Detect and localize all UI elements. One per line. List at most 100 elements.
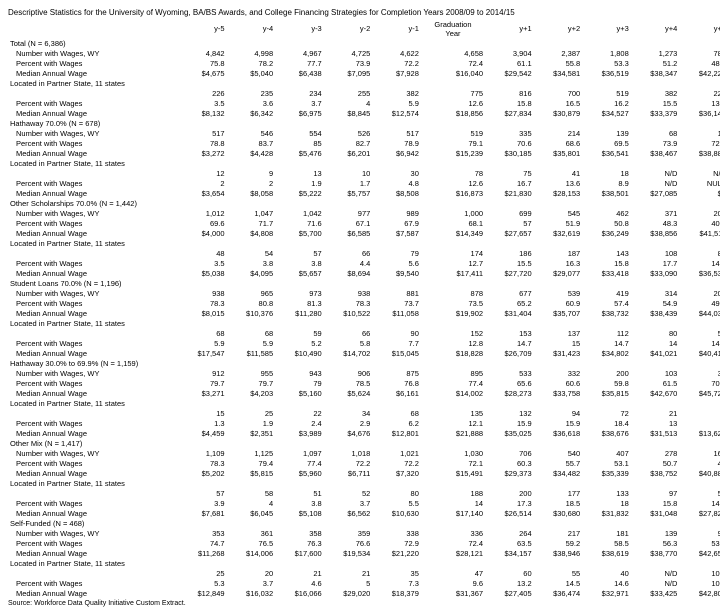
cell: 1,018 bbox=[324, 448, 373, 458]
cell: $16,040 bbox=[421, 68, 485, 78]
cell: $41,511 bbox=[679, 228, 720, 238]
cell: $5,960 bbox=[275, 468, 324, 478]
cell: 52 bbox=[324, 488, 373, 498]
cell: 73.7 bbox=[372, 298, 421, 308]
cell: 15.8 bbox=[485, 98, 534, 108]
cell: 133 bbox=[582, 488, 631, 498]
cell: 30 bbox=[372, 168, 421, 178]
cell: $27,085 bbox=[631, 188, 680, 198]
cell: 4,622 bbox=[372, 48, 421, 58]
cell: 72.1 bbox=[421, 458, 485, 468]
cell: $14,002 bbox=[421, 388, 485, 398]
cell: 80 bbox=[372, 488, 421, 498]
cell: 68 bbox=[372, 408, 421, 418]
cell: 3.6 bbox=[227, 98, 276, 108]
cell: Percent with Wages bbox=[8, 58, 178, 68]
cell: $30,879 bbox=[534, 108, 583, 118]
cell: 419 bbox=[582, 288, 631, 298]
cell: 264 bbox=[485, 528, 534, 538]
cell: Median Annual Wage bbox=[8, 348, 178, 358]
cell: $3,989 bbox=[275, 428, 324, 438]
cell: 3.8 bbox=[275, 498, 324, 508]
cell: $29,373 bbox=[485, 468, 534, 478]
cell: 78 bbox=[421, 168, 485, 178]
cell: 137 bbox=[534, 328, 583, 338]
cell: 5.9 bbox=[372, 98, 421, 108]
col-header: y-1 bbox=[372, 19, 421, 38]
cell: $6,942 bbox=[372, 148, 421, 158]
col-header: GraduationYear bbox=[421, 19, 485, 38]
cell: 79.7 bbox=[178, 378, 227, 388]
cell: $14,349 bbox=[421, 228, 485, 238]
cell: 6.2 bbox=[372, 418, 421, 428]
group-header: Located in Partner State, 11 states bbox=[8, 478, 720, 488]
cell: 139 bbox=[631, 528, 680, 538]
col-header: y+3 bbox=[582, 19, 631, 38]
cell: 989 bbox=[372, 208, 421, 218]
cell: $0 bbox=[679, 188, 720, 198]
cell: 775 bbox=[421, 88, 485, 98]
cell: 97 bbox=[631, 488, 680, 498]
cell: 3,904 bbox=[485, 48, 534, 58]
cell: $26,514 bbox=[485, 508, 534, 518]
stats-table: y-5y-4y-3y-2y-1GraduationYeary+1y+2y+3y+… bbox=[8, 19, 720, 598]
cell: $18,379 bbox=[372, 588, 421, 598]
cell: $42,228 bbox=[679, 68, 720, 78]
cell: 78.2 bbox=[227, 58, 276, 68]
cell: $5,700 bbox=[275, 228, 324, 238]
cell: 217 bbox=[534, 528, 583, 538]
cell: Number with Wages, WY bbox=[8, 288, 178, 298]
cell: 68.6 bbox=[534, 138, 583, 148]
cell: 48 bbox=[679, 458, 720, 468]
cell: $3,654 bbox=[178, 188, 227, 198]
cell: 12.1 bbox=[421, 418, 485, 428]
cell: 4,842 bbox=[178, 48, 227, 58]
cell: $42,670 bbox=[631, 388, 680, 398]
cell: $14,006 bbox=[227, 548, 276, 558]
cell: $21,220 bbox=[372, 548, 421, 558]
cell: 4,998 bbox=[227, 48, 276, 58]
cell: 66 bbox=[324, 328, 373, 338]
cell: 112 bbox=[582, 328, 631, 338]
cell: $31,832 bbox=[582, 508, 631, 518]
cell: Percent with Wages bbox=[8, 458, 178, 468]
cell: Median Annual Wage bbox=[8, 308, 178, 318]
cell: 51 bbox=[275, 488, 324, 498]
cell: 68.1 bbox=[421, 218, 485, 228]
cell: $38,884 bbox=[679, 148, 720, 158]
group-header: Located in Partner State, 11 states bbox=[8, 398, 720, 408]
cell: 12.6 bbox=[421, 178, 485, 188]
cell: 70.6 bbox=[485, 138, 534, 148]
cell: 16.2 bbox=[582, 98, 631, 108]
cell: 10 bbox=[324, 168, 373, 178]
cell: Median Annual Wage bbox=[8, 228, 178, 238]
cell: $34,482 bbox=[534, 468, 583, 478]
cell: 15 bbox=[178, 408, 227, 418]
group-header: Located in Partner State, 11 states bbox=[8, 78, 720, 88]
cell: 20 bbox=[227, 568, 276, 578]
cell: $36,474 bbox=[534, 588, 583, 598]
cell: 108 bbox=[631, 248, 680, 258]
cell: 14.7 bbox=[582, 338, 631, 348]
col-header: y+4 bbox=[631, 19, 680, 38]
cell: $38,946 bbox=[534, 548, 583, 558]
cell: $16,873 bbox=[421, 188, 485, 198]
cell: 677 bbox=[485, 288, 534, 298]
page-title: Descriptive Statistics for the Universit… bbox=[8, 8, 720, 17]
cell: $10,376 bbox=[227, 308, 276, 318]
cell: 335 bbox=[485, 128, 534, 138]
cell: 72.2 bbox=[372, 458, 421, 468]
cell: 1.9 bbox=[275, 178, 324, 188]
cell: 13 bbox=[631, 418, 680, 428]
cell: $17,411 bbox=[421, 268, 485, 278]
cell: Percent with Wages bbox=[8, 378, 178, 388]
cell: 186 bbox=[485, 248, 534, 258]
cell: 5.3 bbox=[178, 578, 227, 588]
cell: 78.5 bbox=[324, 378, 373, 388]
cell: 4 bbox=[324, 98, 373, 108]
cell: $28,153 bbox=[534, 188, 583, 198]
cell: 72.2 bbox=[372, 58, 421, 68]
cell: 2 bbox=[227, 178, 276, 188]
cell: Median Annual Wage bbox=[8, 148, 178, 158]
cell: 72.8 bbox=[679, 138, 720, 148]
